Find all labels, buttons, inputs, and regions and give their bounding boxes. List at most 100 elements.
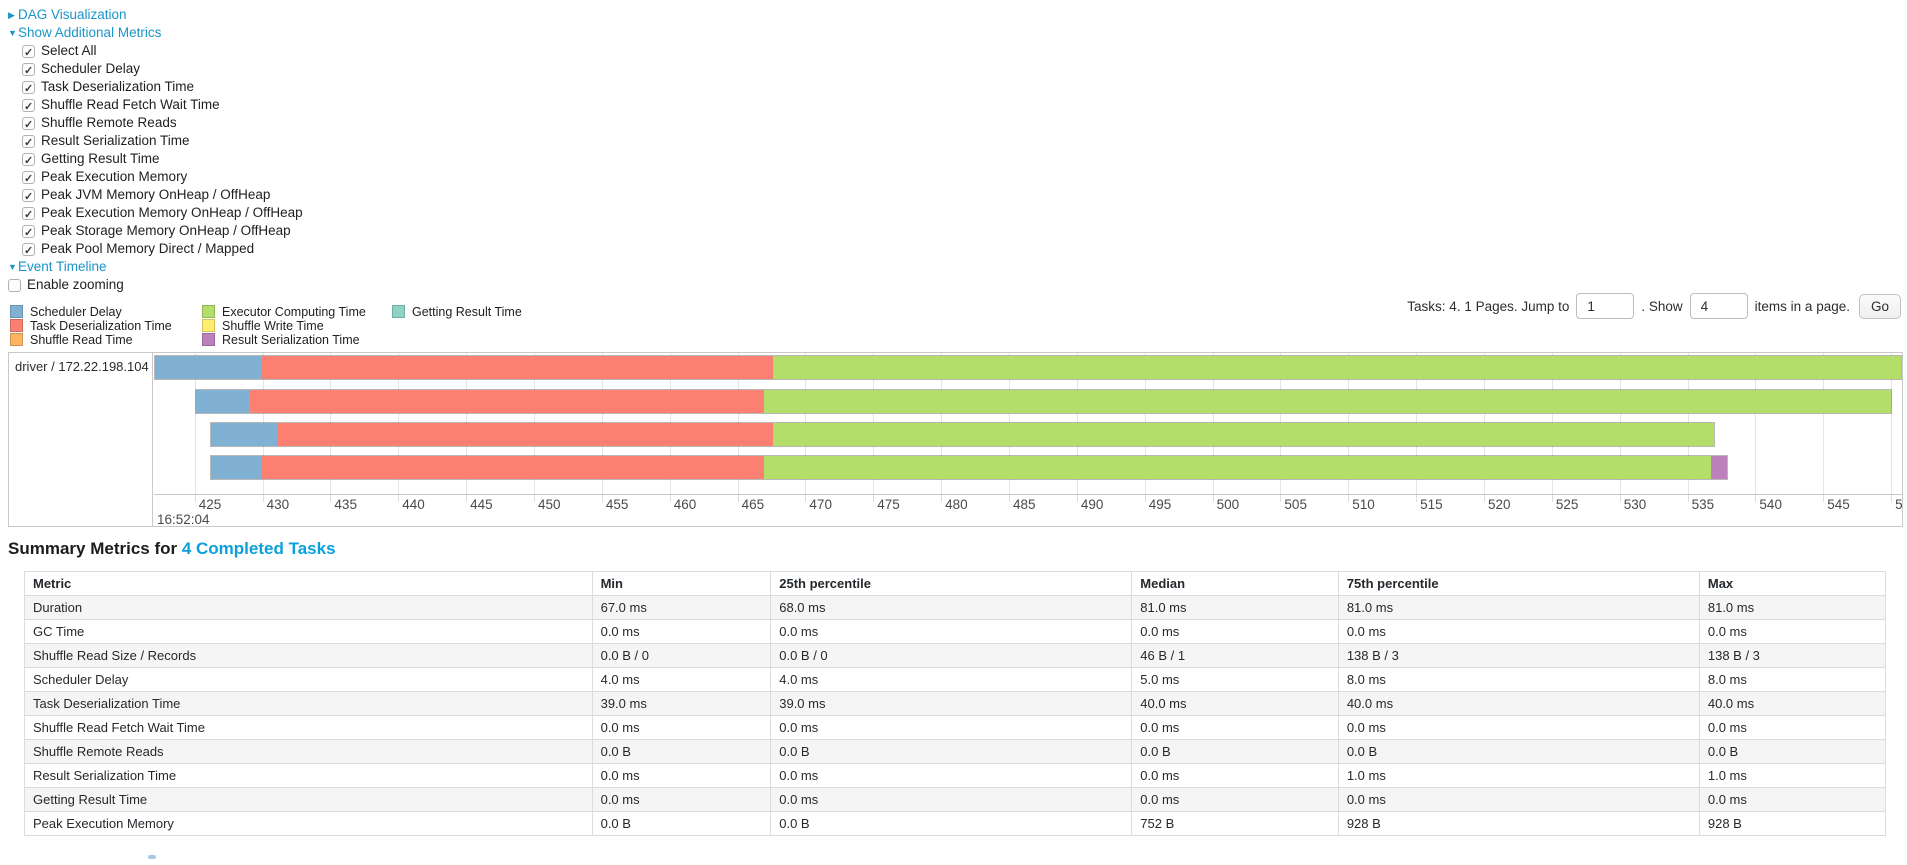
- axis-tick: [1687, 495, 1689, 502]
- axis-tick: [1891, 495, 1893, 502]
- axis-tick-label: 440: [402, 497, 425, 512]
- metric-checkbox[interactable]: [22, 152, 35, 170]
- task-segment-executor-computing: [773, 356, 1901, 379]
- table-cell: 0.0 ms: [1131, 619, 1339, 644]
- metric-checkbox[interactable]: [22, 44, 35, 62]
- go-button[interactable]: Go: [1858, 293, 1901, 319]
- table-cell: 0.0 ms: [1698, 715, 1887, 740]
- task-pagination: Tasks: 4. 1 Pages. Jump to . Show items …: [1407, 293, 1901, 319]
- axis-tick-label: 430: [266, 497, 290, 512]
- axis-tick-label: 460: [673, 497, 697, 512]
- metric-checkbox-label: Select All: [41, 43, 97, 58]
- executor-group-label: driver / 172.22.198.104: [15, 359, 149, 374]
- metric-checkbox-row: Getting Result Time: [8, 150, 568, 170]
- table-row: Scheduler Delay 4.0 ms 4.0 ms 5.0 ms 8.0 ms 8…: [24, 667, 1887, 692]
- task-segment-executor-computing: [773, 423, 1714, 446]
- dag-visualization-toggle[interactable]: ▶ DAG Visualization: [8, 6, 568, 24]
- metric-checkbox-list: Select All Scheduler Delay Task Deserializ…: [8, 42, 568, 260]
- legend-entry: Executor Computing Time: [202, 305, 366, 319]
- axis-gridline: [1823, 353, 1825, 494]
- table-cell: 138 B / 3: [1698, 643, 1887, 668]
- table-header-cell: Metric: [24, 571, 593, 596]
- metric-checkbox[interactable]: [22, 242, 35, 260]
- table-cell: 0.0 ms: [591, 763, 772, 788]
- metric-checkbox[interactable]: [22, 116, 35, 134]
- metric-checkbox[interactable]: [22, 134, 35, 152]
- timeline-legend: Scheduler Delay Task Deserialization Time…: [8, 305, 568, 351]
- items-per-page-input[interactable]: [1689, 293, 1748, 319]
- axis-tick-label: 475: [877, 497, 900, 512]
- table-cell: 8.0 ms: [1698, 667, 1887, 692]
- axis-gridline: [194, 353, 196, 494]
- table-cell: 1.0 ms: [1337, 763, 1700, 788]
- metric-checkbox-row: Scheduler Delay: [8, 60, 568, 80]
- table-row: Shuffle Remote Reads 0.0 B 0.0 B 0.0 B 0.0 B…: [24, 739, 1887, 764]
- task-timeline-bar[interactable]: [209, 422, 1715, 447]
- axis-tick-label: 510: [1352, 497, 1375, 512]
- table-cell: 0.0 ms: [1337, 787, 1700, 812]
- legend-swatch: [202, 305, 215, 319]
- table-cell: 0.0 ms: [591, 787, 772, 812]
- table-row: Shuffle Read Size / Records 0.0 B / 0 0.0 …: [24, 643, 1887, 668]
- task-segment-task-deserialization: [277, 423, 774, 446]
- axis-tick-label: 525: [1555, 497, 1579, 512]
- metric-checkbox[interactable]: [22, 224, 35, 242]
- task-segment-task-deserialization: [249, 390, 764, 413]
- task-segment-executor-computing: [763, 390, 1892, 413]
- axis-tick: [1076, 495, 1078, 502]
- task-timeline-bar[interactable]: [154, 355, 1902, 380]
- legend-entry: Result Serialization Time: [202, 333, 366, 347]
- table-row: Shuffle Read Fetch Wait Time 0.0 ms 0.0 ms…: [24, 715, 1887, 740]
- table-cell: 40.0 ms: [1337, 691, 1700, 716]
- metric-checkbox-label: Result Serialization Time: [41, 133, 190, 148]
- legend-label: Shuffle Read Time: [30, 332, 133, 347]
- event-timeline-label: Event Timeline: [18, 259, 107, 274]
- legend-entry: Scheduler Delay: [10, 305, 172, 319]
- table-cell: 0.0 ms: [770, 763, 1133, 788]
- expanded-arrow-icon: ▼: [8, 262, 17, 272]
- axis-tick-label: 450: [538, 497, 561, 512]
- axis-tick: [1280, 495, 1282, 502]
- axis-tick: [1619, 495, 1621, 502]
- event-timeline-toggle[interactable]: ▼Event Timeline: [8, 258, 568, 276]
- jump-to-page-input[interactable]: [1576, 293, 1635, 319]
- legend-swatch: [392, 305, 405, 319]
- table-cell: 0.0 ms: [1698, 787, 1887, 812]
- table-cell: 928 B: [1337, 811, 1700, 836]
- axis-tick-label: 515: [1420, 497, 1443, 512]
- legend-swatch: [10, 319, 23, 333]
- table-header-cell: Max: [1698, 571, 1887, 596]
- summary-metrics-table: Metric Min 25th percentile Median 75th perce…: [24, 571, 1887, 836]
- axis-tick-label: 505: [1284, 497, 1307, 512]
- table-row: Duration 67.0 ms 68.0 ms 81.0 ms 81.0 ms 81.0…: [24, 595, 1887, 620]
- task-timeline-bar[interactable]: [194, 389, 1893, 414]
- metric-checkbox[interactable]: [22, 98, 35, 116]
- axis-tick: [1009, 495, 1010, 502]
- table-cell: 0.0 B: [1131, 739, 1339, 764]
- axis-start-time-label: 16:52:04: [157, 512, 210, 527]
- metric-checkbox[interactable]: [22, 170, 35, 188]
- task-segment-task-deserialization: [262, 456, 764, 479]
- enable-zooming-row: Enable zooming: [8, 276, 568, 294]
- table-cell: 0.0 B / 0: [591, 643, 772, 668]
- metric-checkbox[interactable]: [22, 62, 35, 80]
- completed-tasks-link[interactable]: 4 Completed Tasks: [181, 539, 336, 558]
- table-row: Getting Result Time 0.0 ms 0.0 ms 0.0 ms 0.0…: [24, 787, 1887, 812]
- enable-zooming-checkbox[interactable]: [8, 278, 21, 292]
- axis-tick: [398, 495, 400, 502]
- expanded-arrow-icon: ▼: [8, 28, 17, 38]
- task-timeline-bar[interactable]: [209, 455, 1729, 480]
- metric-checkbox[interactable]: [22, 206, 35, 224]
- axis-tick-label: 520: [1488, 497, 1511, 512]
- timeline-plot-area: [154, 353, 1902, 494]
- metric-checkbox[interactable]: [22, 188, 35, 206]
- legend-label: Result Serialization Time: [222, 332, 360, 347]
- task-segment-scheduler-delay: [210, 423, 278, 446]
- legend-column: Getting Result Time: [392, 305, 522, 319]
- table-cell: 0.0 B: [770, 811, 1133, 836]
- show-additional-metrics-toggle[interactable]: ▼Show Additional Metrics: [8, 24, 568, 42]
- enable-zooming-label: Enable zooming: [27, 277, 124, 292]
- axis-tick: [1551, 495, 1553, 502]
- metric-checkbox[interactable]: [22, 80, 35, 98]
